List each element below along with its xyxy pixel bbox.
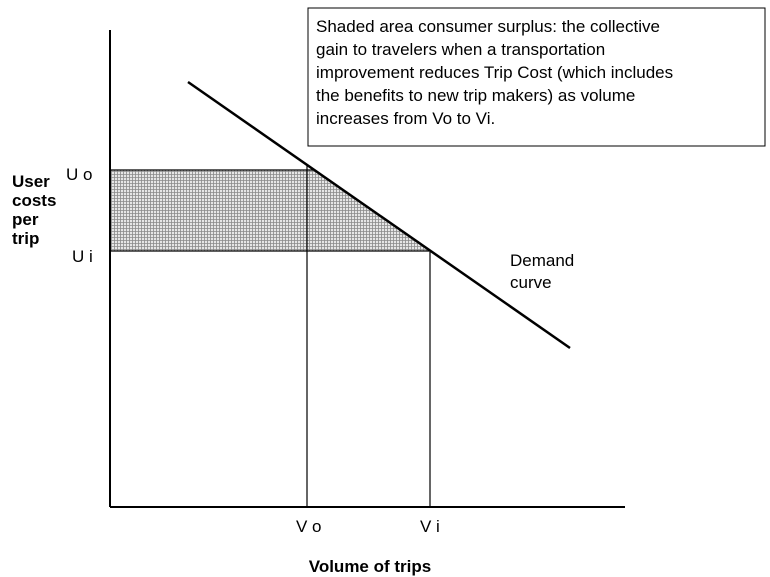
annotation-box (307, 7, 766, 147)
y-axis-label-line: User (12, 172, 50, 191)
annotation-line: the benefits to new trip makers) as volu… (316, 86, 635, 105)
ui-label: U i (72, 247, 93, 266)
x-axis-label: Volume of trips (309, 557, 431, 576)
consumer-surplus-area (110, 170, 429, 251)
annotation: Shaded area consumer surplus: the collec… (316, 17, 673, 128)
curve-label-line: Demand (510, 251, 574, 270)
annotation-line: increases from Vo to Vi. (316, 109, 495, 128)
y-axis-label: User costs per trip (12, 172, 56, 248)
annotation-line: gain to travelers when a transportation (316, 40, 605, 59)
vi-label: V i (420, 517, 440, 536)
demand-curve (187, 80, 571, 350)
curve-label-line: curve (510, 273, 552, 292)
y-axis-label-line: trip (12, 229, 39, 248)
y-axis-label-line: per (12, 210, 39, 229)
vo-label: V o (296, 517, 322, 536)
y-axis-label-line: costs (12, 191, 56, 210)
uo-label: U o (66, 165, 92, 184)
annotation-line: Shaded area consumer surplus: the collec… (316, 17, 660, 36)
annotation-line: improvement reduces Trip Cost (which inc… (316, 63, 673, 82)
